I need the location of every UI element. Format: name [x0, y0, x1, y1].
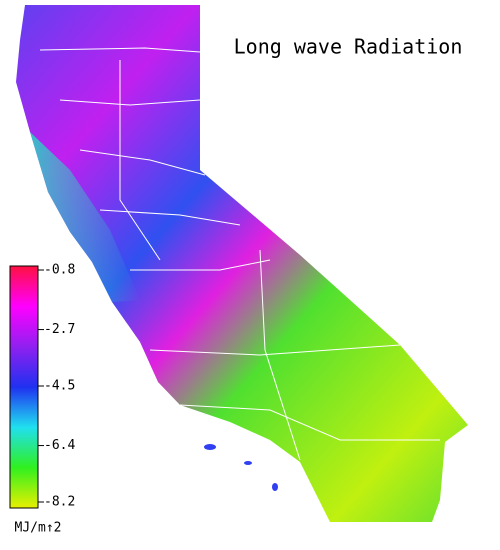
colorbar-tick-label: -4.5: [44, 379, 75, 394]
coast-band: [30, 132, 140, 302]
colorbar: -0.8 -2.7 -4.5 -6.4 -8.2: [9, 263, 75, 510]
colorbar-gradient: [9, 265, 39, 509]
colorbar-tick-label: -2.7: [44, 322, 75, 337]
map-title: Long wave Radiation: [234, 35, 463, 59]
colorbar-unit: MJ/m↑2: [15, 521, 62, 536]
state-shape: [16, 5, 468, 522]
colorbar-tick-label: -0.8: [44, 263, 75, 278]
islands: [204, 444, 278, 491]
colorbar-tick-label: -8.2: [44, 495, 75, 510]
county-lines: [39, 47, 440, 461]
california-map: [16, 5, 468, 522]
colorbar-tick-label: -6.4: [44, 438, 75, 453]
